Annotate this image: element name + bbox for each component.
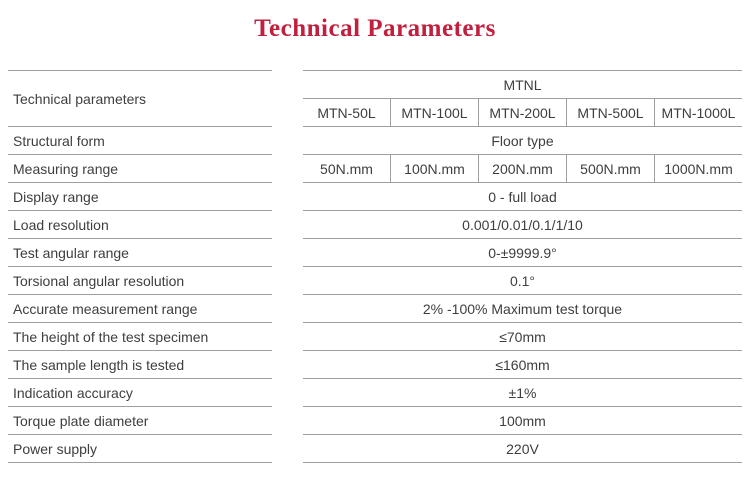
value-load-resolution: 0.001/0.01/0.1/1/10 xyxy=(303,211,742,239)
technical-parameters-table: Technical parameters Structural form Mea… xyxy=(8,70,742,463)
row-label-measuring-range: Measuring range xyxy=(8,155,272,183)
row-label-load-resolution: Load resolution xyxy=(8,211,272,239)
model-name-cell: MTN-1000L xyxy=(654,99,742,126)
value-torque-plate-diameter: 100mm xyxy=(303,407,742,435)
model-name-cell: MTN-200L xyxy=(478,99,566,126)
measuring-range-cell: 100N.mm xyxy=(390,155,478,182)
value-power-supply: 220V xyxy=(303,435,742,463)
value-sample-length: ≤160mm xyxy=(303,351,742,379)
row-label-structural-form: Structural form xyxy=(8,127,272,155)
value-test-angular-range: 0-±9999.9° xyxy=(303,239,742,267)
measuring-range-cell: 1000N.mm xyxy=(654,155,742,182)
model-names-row: MTN-50L MTN-100L MTN-200L MTN-500L MTN-1… xyxy=(303,99,742,127)
measuring-range-cell: 50N.mm xyxy=(320,160,373,177)
value-torsional-angular-resolution: 0.1° xyxy=(303,267,742,295)
model-name-cell: MTN-50L xyxy=(317,104,376,121)
value-indication-accuracy: ±1% xyxy=(303,379,742,407)
row-label-torsional-angular-resolution: Torsional angular resolution xyxy=(8,267,272,295)
row-label-test-angular-range: Test angular range xyxy=(8,239,272,267)
value-accurate-measurement-range: 2% -100% Maximum test torque xyxy=(303,295,742,323)
row-label-sample-length: The sample length is tested xyxy=(8,351,272,379)
row-label-display-range: Display range xyxy=(8,183,272,211)
measuring-range-row: 50N.mm 100N.mm 200N.mm 500N.mm 1000N.mm xyxy=(303,155,742,183)
row-label-indication-accuracy: Indication accuracy xyxy=(8,379,272,407)
row-label-accurate-measurement-range: Accurate measurement range xyxy=(8,295,272,323)
measuring-range-cell: 200N.mm xyxy=(478,155,566,182)
measuring-range-cell: 500N.mm xyxy=(566,155,654,182)
row-label-torque-plate-diameter: Torque plate diameter xyxy=(8,407,272,435)
row-label-technical-parameters: Technical parameters xyxy=(8,71,272,127)
row-label-test-specimen-height: The height of the test specimen xyxy=(8,323,272,351)
row-label-power-supply: Power supply xyxy=(8,435,272,463)
value-structural-form: Floor type xyxy=(303,127,742,155)
model-name-cell: MTN-100L xyxy=(390,99,478,126)
page-title: Technical Parameters xyxy=(254,15,496,42)
model-name-cell: MTN-500L xyxy=(566,99,654,126)
parameter-labels-column: Technical parameters Structural form Mea… xyxy=(8,70,272,463)
value-test-specimen-height: ≤70mm xyxy=(303,323,742,351)
parameter-values-column: MTNL MTN-50L MTN-100L MTN-200L MTN-500L … xyxy=(303,70,742,463)
value-display-range: 0 - full load xyxy=(303,183,742,211)
series-name-cell: MTNL xyxy=(303,71,742,99)
